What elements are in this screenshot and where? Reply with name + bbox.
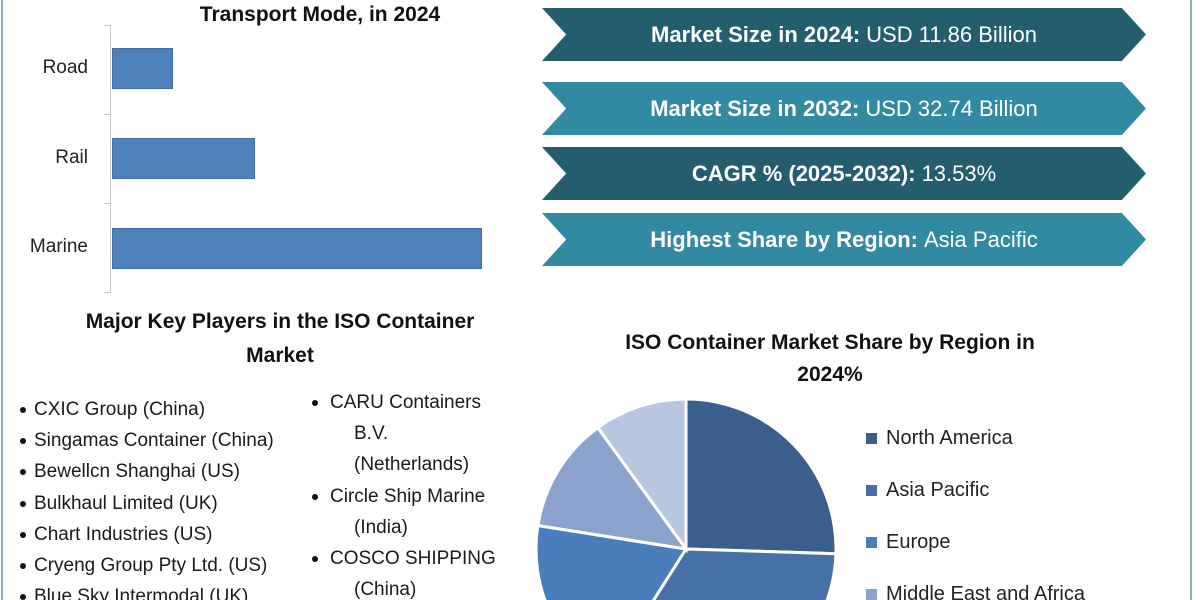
list-item: Singamas Container (China) — [18, 425, 274, 456]
frame-border-left — [1, 0, 3, 600]
list-item: COSCO SHIPPING (China) — [310, 543, 496, 600]
pie-chart-title: ISO Container Market Share by Region in … — [625, 331, 1035, 386]
banner-label: Market Size in 2024: — [651, 21, 861, 47]
bar-label-rail: Rail — [55, 147, 88, 168]
banner-highest-share-region: Highest Share by Region: Asia Pacific — [542, 213, 1146, 266]
legend-item-middle-east-africa: Middle East and Africa — [866, 568, 1085, 600]
list-item: Bewellcn Shanghai (US) — [18, 456, 274, 487]
list-item: Chart Industries (US) — [18, 519, 274, 550]
list-item: Cryeng Group Pty Ltd. (US) — [18, 550, 274, 581]
legend-swatch — [866, 432, 877, 444]
list-item: CXIC Group (China) — [18, 394, 274, 425]
banner-value: 13.53% — [921, 160, 997, 186]
pie-slice-middle-east-africa — [536, 425, 690, 552]
legend-swatch — [866, 588, 877, 600]
banner-value: USD 11.86 Billion — [866, 21, 1037, 47]
pie-slice-unlabeled — [595, 397, 688, 554]
key-players-list-col2: CARU Containers B.V. (Netherlands) Circl… — [310, 387, 496, 600]
axis-tick — [104, 25, 111, 26]
bar-marine — [112, 228, 482, 269]
key-players-title: Major Key Players in the ISO Container M… — [85, 310, 475, 367]
banner-label: Market Size in 2032: — [650, 95, 860, 121]
list-item: Blue Sky Intermodal (UK) — [18, 581, 274, 600]
banner-market-size-2024: Market Size in 2024: USD 11.86 Billion — [542, 8, 1146, 61]
list-item: Circle Ship Marine (India) — [310, 481, 496, 543]
bar-rail — [112, 138, 255, 179]
bar-chart-title: Transport Mode, in 2024 — [199, 3, 441, 26]
legend-swatch — [866, 536, 877, 548]
bar-label-marine: Marine — [29, 236, 88, 257]
pie-slice-asia-pacific — [651, 547, 838, 600]
pie-slice-north-america — [684, 397, 838, 556]
frame-border-right — [1190, 0, 1192, 600]
legend-item-asia-pacific: Asia Pacific — [866, 464, 1085, 516]
legend-item-north-america: North America — [866, 412, 1085, 464]
banner-market-size-2032: Market Size in 2032: USD 32.74 Billion — [542, 82, 1146, 135]
pie-chart — [534, 397, 838, 600]
pie-slices — [534, 397, 838, 600]
axis-tick — [104, 114, 111, 115]
axis-tick — [104, 292, 111, 293]
banner-value: USD 32.74 Billion — [865, 95, 1038, 121]
banner-cagr: CAGR % (2025-2032): 13.53% — [542, 147, 1146, 200]
list-item: CARU Containers B.V. (Netherlands) — [310, 387, 496, 481]
banner-label: CAGR % (2025-2032): — [691, 160, 916, 186]
bar-chart-y-axis — [110, 25, 111, 293]
bar-label-road: Road — [42, 57, 88, 78]
key-players-list-col1: CXIC Group (China) Singamas Container (C… — [18, 394, 274, 600]
axis-tick — [104, 203, 111, 204]
legend-item-europe: Europe — [866, 516, 1085, 568]
list-item: Bulkhaul Limited (UK) — [18, 488, 274, 519]
banner-label: Highest Share by Region: — [650, 226, 918, 252]
bar-road — [112, 48, 174, 89]
pie-legend: North America Asia Pacific Europe Middle… — [866, 412, 1085, 600]
banner-value: Asia Pacific — [924, 226, 1038, 252]
legend-swatch — [866, 484, 877, 496]
